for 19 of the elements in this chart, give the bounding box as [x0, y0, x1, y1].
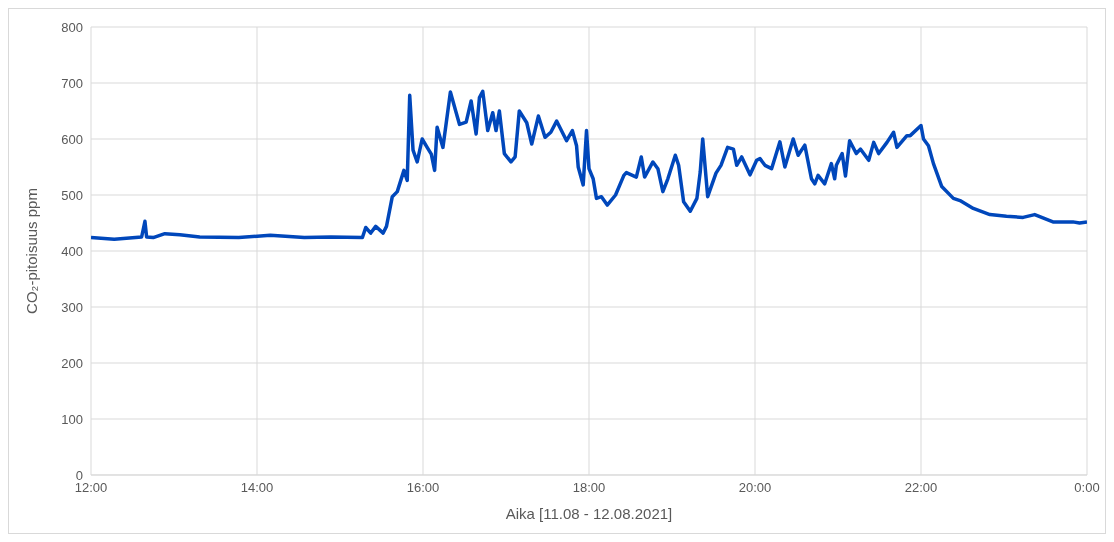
y-tick-label: 200 — [61, 355, 83, 371]
y-tick-label: 500 — [61, 187, 83, 203]
y-axis-title: CO₂-pitoisuus ppm — [23, 188, 40, 314]
y-tick-label: 600 — [61, 131, 83, 147]
x-tick-label: 14:00 — [240, 480, 274, 496]
line-series — [91, 89, 1087, 241]
x-tick-label: 20:00 — [738, 480, 772, 496]
x-tick-label: 12:00 — [74, 480, 108, 496]
x-tick-label: 16:00 — [406, 480, 440, 496]
x-tick-label: 22:00 — [904, 480, 938, 496]
y-tick-label: 100 — [61, 411, 83, 427]
x-tick-label: 18:00 — [572, 480, 606, 496]
y-tick-label: 0 — [75, 467, 83, 483]
y-tick-label: 700 — [61, 75, 83, 91]
x-tick-label: 0:00 — [1074, 480, 1100, 496]
y-tick-label: 300 — [61, 299, 83, 315]
x-axis-title: Aika [11.08 - 12.08.2021] — [505, 505, 673, 522]
y-tick-label: 800 — [61, 19, 83, 35]
y-tick-label: 400 — [61, 243, 83, 259]
